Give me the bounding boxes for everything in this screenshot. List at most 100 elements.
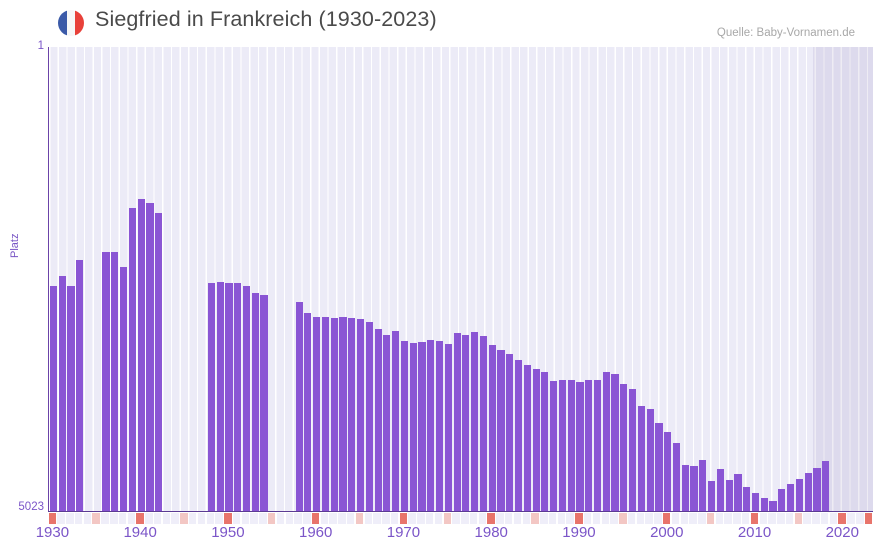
bar [734,473,742,511]
bar [374,328,382,511]
tick-cell [504,513,513,524]
bar [137,199,145,511]
tick-cell [715,513,724,524]
tick-cell [829,513,838,524]
tick-cell-half-decade [619,513,627,524]
tick-cell [364,513,373,524]
y-axis-label-top: 1 [37,40,44,52]
bar [76,260,84,511]
bar [348,317,356,511]
tick-cell [57,513,65,524]
tick-cell [785,513,794,524]
bar [242,286,251,511]
tick-cell [469,513,478,524]
bar [602,372,610,511]
tick-cell [548,513,557,524]
bar [787,483,795,511]
bar [629,388,637,511]
tick-cell [241,513,250,524]
tick-cell [768,513,776,524]
tick-cell [513,513,522,524]
bar [102,252,110,511]
bar [611,373,619,511]
bar [637,406,645,511]
tick-cell [680,513,688,524]
tick-cell-half-decade [443,513,451,524]
bar [453,333,461,511]
bar [620,384,628,511]
bar [356,318,365,511]
tick-cell [215,513,223,524]
tick-cell [478,513,487,524]
tick-cell [259,513,267,524]
tick-cell [347,513,355,524]
bar [488,345,496,511]
bar [822,460,830,511]
tick-cell [83,513,92,524]
bar [330,317,338,511]
tick-cell [759,513,767,524]
bar [462,335,470,511]
tick-cell [496,513,504,524]
tick-cell [329,513,337,524]
x-axis-tick-strip [48,513,873,524]
x-axis-tick-label: 1960 [298,524,333,541]
bar [576,382,584,511]
x-axis-tick-label: 2000 [650,524,684,541]
tick-cell [566,513,574,524]
tick-cell [777,513,785,524]
plot-area [48,47,873,511]
bar [216,281,224,511]
tick-cell-decade [224,513,232,524]
tick-cell [803,513,811,524]
tick-cell-decade [487,513,495,524]
bar [655,422,663,511]
tick-cell [601,513,609,524]
bar [400,340,409,511]
x-axis-tick-label: 1970 [386,524,421,541]
bar [313,316,321,511]
bar [444,344,452,511]
tick-cell [127,513,136,524]
bar [418,341,426,511]
tick-cell-half-decade [531,513,539,524]
tick-cell [583,513,592,524]
tick-cell [417,513,425,524]
tick-cell [610,513,618,524]
bar [497,349,505,511]
bar [365,322,373,511]
tick-cell-decade [311,513,320,524]
tick-cell [250,513,258,524]
tick-cell [382,513,390,524]
x-axis-tick-label: 1930 [35,524,70,541]
bar [514,360,523,511]
tick-cell [627,513,636,524]
tick-cell [425,513,434,524]
tick-cell [197,513,206,524]
tick-cell [592,513,601,524]
tick-cell [540,513,548,524]
bar [585,379,593,511]
bar [708,481,716,511]
y-axis-label-bottom: 5023 [18,501,44,513]
bar [321,316,330,511]
bar [541,372,549,511]
tick-cell [724,513,732,524]
bar [506,353,514,511]
tick-cell [452,513,460,524]
tick-cell-decade [48,513,57,524]
bar [295,301,303,511]
tick-cell [320,513,329,524]
bar [339,316,347,511]
tick-cell [689,513,697,524]
bar [760,497,768,511]
tick-cell [557,513,566,524]
tick-cell [698,513,706,524]
tick-cell [118,513,127,524]
tick-cell [110,513,118,524]
x-axis-tick-label: 1990 [562,524,596,541]
tick-cell-end [864,513,873,524]
tick-cell-decade [662,513,671,524]
bar [479,336,488,511]
